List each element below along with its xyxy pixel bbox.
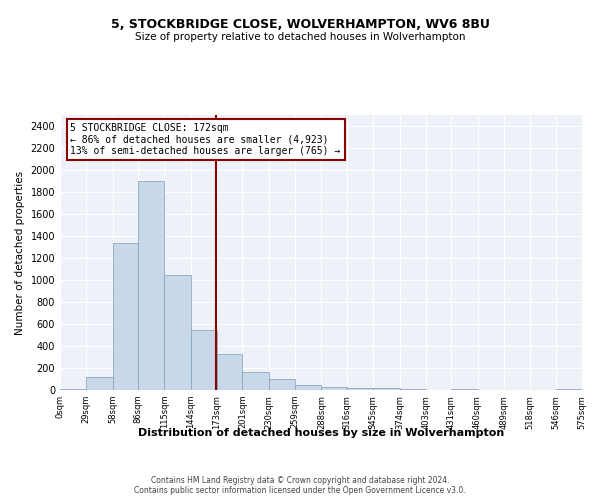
Bar — [556, 389, 582, 390]
Bar — [322, 387, 347, 390]
Bar — [373, 388, 400, 390]
Text: 5 STOCKBRIDGE CLOSE: 172sqm
← 86% of detached houses are smaller (4,923)
13% of : 5 STOCKBRIDGE CLOSE: 172sqm ← 86% of det… — [70, 123, 341, 156]
Bar — [60, 389, 86, 390]
Bar — [269, 379, 295, 390]
Text: 5, STOCKBRIDGE CLOSE, WOLVERHAMPTON, WV6 8BU: 5, STOCKBRIDGE CLOSE, WOLVERHAMPTON, WV6… — [110, 18, 490, 30]
Y-axis label: Number of detached properties: Number of detached properties — [15, 170, 25, 334]
Bar — [113, 242, 138, 390]
Text: Size of property relative to detached houses in Wolverhampton: Size of property relative to detached ho… — [135, 32, 465, 42]
Bar — [347, 388, 373, 390]
Bar — [138, 181, 164, 390]
Bar — [217, 354, 242, 390]
Bar — [400, 389, 426, 390]
Bar — [86, 377, 113, 390]
Text: Distribution of detached houses by size in Wolverhampton: Distribution of detached houses by size … — [138, 428, 504, 438]
Bar — [295, 384, 322, 390]
Bar — [191, 330, 217, 390]
Text: Contains HM Land Registry data © Crown copyright and database right 2024.
Contai: Contains HM Land Registry data © Crown c… — [134, 476, 466, 495]
Bar — [164, 274, 191, 390]
Bar — [242, 372, 269, 390]
